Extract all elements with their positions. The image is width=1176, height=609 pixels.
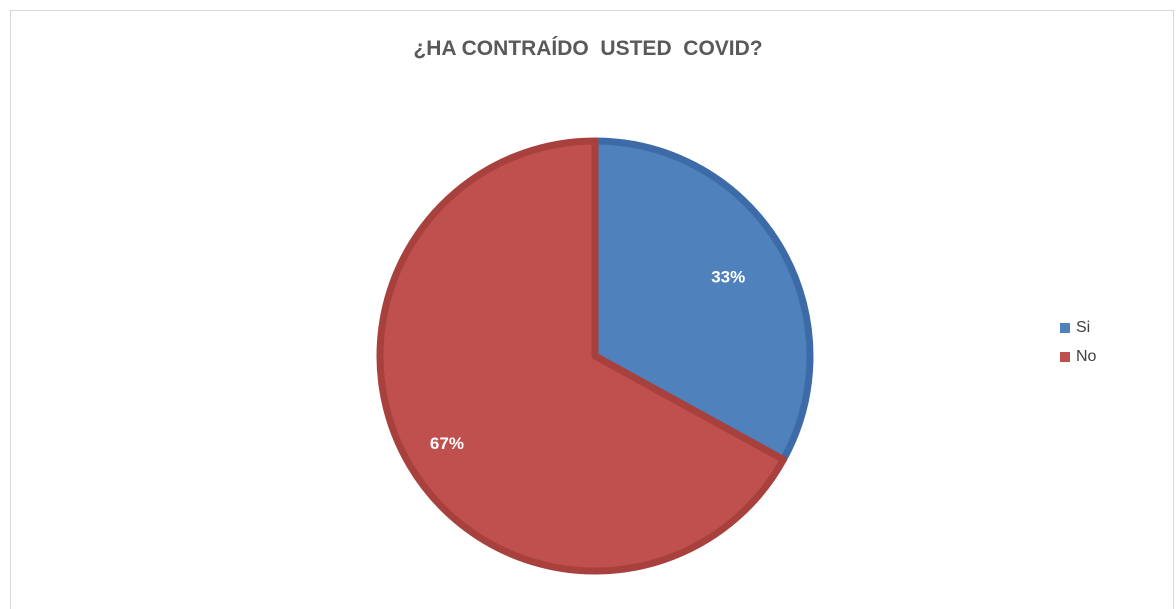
legend-swatch-no (1060, 351, 1070, 362)
legend-item-si: Si (1060, 313, 1096, 342)
legend-swatch-si (1060, 322, 1070, 333)
pie-slice-no (376, 137, 787, 575)
data-label-si: 33% (711, 268, 745, 287)
legend-item-no: No (1060, 342, 1096, 371)
legend-label-no: No (1076, 347, 1097, 365)
chart-title: ¿HA CONTRAÍDO USTED COVID? (413, 37, 763, 60)
pie-slice-si (591, 137, 814, 464)
data-label-no: 67% (430, 434, 464, 453)
legend: Si No (1060, 313, 1096, 371)
legend-label-si: Si (1076, 318, 1091, 336)
